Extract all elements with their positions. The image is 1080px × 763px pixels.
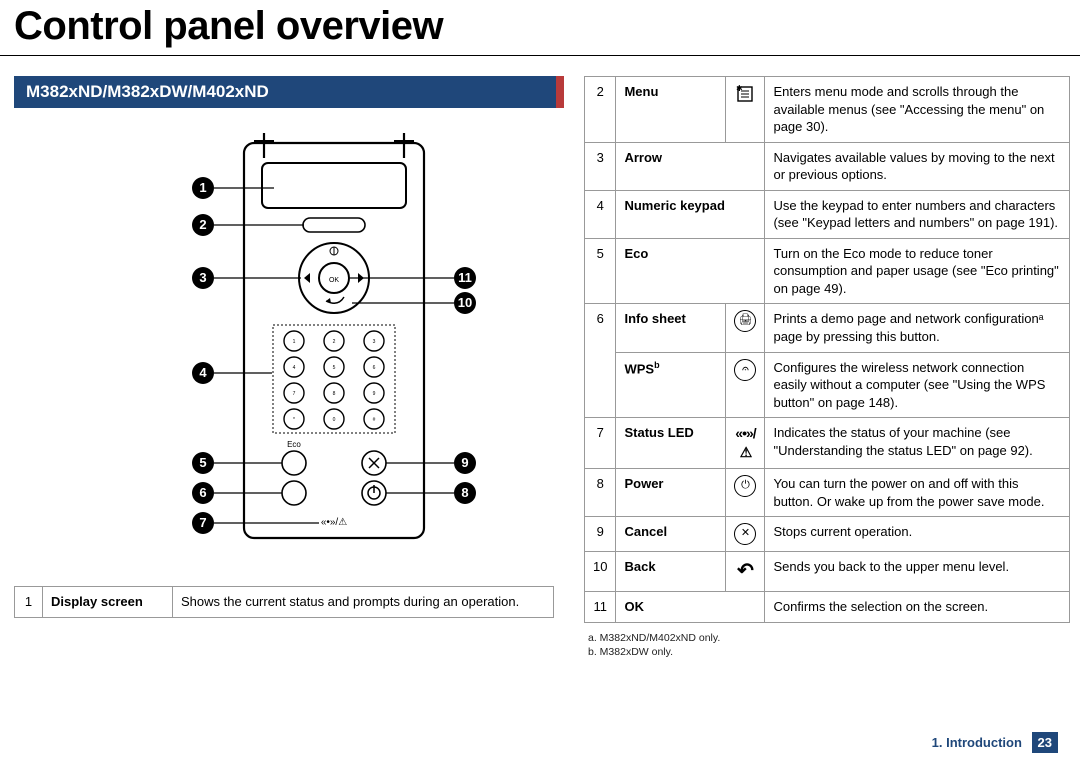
control-panel-diagram: OK [14,133,564,566]
row-desc: Indicates the status of your machine (se… [765,418,1070,469]
row-desc: Sends you back to the upper menu level. [765,552,1070,592]
power-icon: ⏻ [726,468,765,516]
row-desc: Configures the wireless network connecti… [765,352,1070,418]
callout-11: 11 [454,267,476,289]
callout-2: 2 [192,214,214,236]
back-icon: ↶ [726,552,765,592]
callout-8: 8 [454,482,476,504]
svg-text:Eco: Eco [287,440,301,449]
svg-text:4: 4 [293,365,296,371]
row-desc: Shows the current status and prompts dur… [173,587,554,618]
svg-text:7: 7 [293,391,296,397]
row-name: OK [616,592,765,623]
row-num: 5 [585,238,616,304]
row-desc: Prints a demo page and network configura… [765,304,1070,352]
table-row: 3 Arrow Navigates available values by mo… [585,142,1070,190]
svg-text:6: 6 [373,365,376,371]
row-desc: Enters menu mode and scrolls through the… [765,77,1070,143]
wps-icon: 𝄐 [726,352,765,418]
row-num: 11 [585,592,616,623]
sup: b [654,360,660,370]
table-row: 10 Back ↶ Sends you back to the upper me… [585,552,1070,592]
callout-4: 4 [192,362,214,384]
print-icon: 🖨 [726,304,765,352]
callout-5: 5 [192,452,214,474]
label: WPS [624,361,654,376]
row-name: Display screen [43,587,173,618]
row-name: Status LED [616,418,726,469]
table-row: 1 Display screen Shows the current statu… [15,587,554,618]
row-name: Menu [616,77,726,143]
callout-7: 7 [192,512,214,534]
row-desc: Stops current operation. [765,517,1070,552]
svg-text:2: 2 [333,339,336,345]
page-title: Control panel overview [0,0,1080,56]
table-row: 2 Menu ✱ Enters menu mode and scrolls th… [585,77,1070,143]
row-num: 1 [15,587,43,618]
svg-text:9: 9 [373,391,376,397]
row-name: Info sheet [616,304,726,352]
table-row: 7 Status LED «•»/⚠ Indicates the status … [585,418,1070,469]
row-desc: You can turn the power on and off with t… [765,468,1070,516]
table-row: 9 Cancel ✕ Stops current operation. [585,517,1070,552]
row-name: Power [616,468,726,516]
footnotes: a. M382xND/M402xND only. b. M382xDW only… [584,631,1070,660]
callout-3: 3 [192,267,214,289]
row-name: Cancel [616,517,726,552]
table-row: WPSb 𝄐 Configures the wireless network c… [585,352,1070,418]
svg-text:*: * [293,417,295,423]
row-num: 9 [585,517,616,552]
row-desc: Use the keypad to enter numbers and char… [765,190,1070,238]
svg-text:«•»/⚠: «•»/⚠ [321,517,347,528]
svg-text:5: 5 [333,365,336,371]
menu-icon: ✱ [726,77,765,143]
table-row: 11 OK Confirms the selection on the scre… [585,592,1070,623]
left-column: M382xND/M382xDW/M402xND [14,76,564,660]
row-name: Arrow [616,142,765,190]
page-number: 23 [1032,732,1058,753]
chapter-label: 1. Introduction [932,735,1022,750]
row-name: WPSb [616,352,726,418]
row-num: 3 [585,142,616,190]
model-header: M382xND/M382xDW/M402xND [14,76,564,108]
row-desc: Turn on the Eco mode to reduce toner con… [765,238,1070,304]
svg-text:3: 3 [373,339,376,345]
table-row: 5 Eco Turn on the Eco mode to reduce ton… [585,238,1070,304]
callout-10: 10 [454,292,476,314]
cancel-icon: ✕ [726,517,765,552]
content-area: M382xND/M382xDW/M402xND [0,56,1080,660]
callout-9: 9 [454,452,476,474]
table-row: 4 Numeric keypad Use the keypad to enter… [585,190,1070,238]
row-desc: Confirms the selection on the screen. [765,592,1070,623]
table-right: 2 Menu ✱ Enters menu mode and scrolls th… [584,76,1070,623]
svg-text:#: # [373,417,376,423]
svg-text:1: 1 [293,339,296,345]
row-num: 2 [585,77,616,143]
label: Info sheet [624,311,685,326]
table-row: 6 Info sheet 🖨 Prints a demo page and ne… [585,304,1070,352]
svg-text:✱: ✱ [736,84,743,93]
footnote-a: a. M382xND/M402xND only. [588,631,1070,646]
row-name: Eco [616,238,765,304]
row-num: 7 [585,418,616,469]
right-column: 2 Menu ✱ Enters menu mode and scrolls th… [584,76,1070,660]
row-name: Numeric keypad [616,190,765,238]
row-num: 4 [585,190,616,238]
svg-text:0: 0 [333,417,336,423]
status-led-icon: «•»/⚠ [726,418,765,469]
footnote-b: b. M382xDW only. [588,645,1070,660]
svg-text:OK: OK [329,277,339,284]
callout-6: 6 [192,482,214,504]
page-footer: 1. Introduction 23 [932,732,1058,753]
row-num: 8 [585,468,616,516]
callout-1: 1 [192,177,214,199]
row-num: 10 [585,552,616,592]
row-desc: Navigates available values by moving to … [765,142,1070,190]
row-name: Back [616,552,726,592]
table-row: 8 Power ⏻ You can turn the power on and … [585,468,1070,516]
table-left: 1 Display screen Shows the current statu… [14,586,554,618]
row-num: 6 [585,304,616,418]
svg-text:8: 8 [333,391,336,397]
